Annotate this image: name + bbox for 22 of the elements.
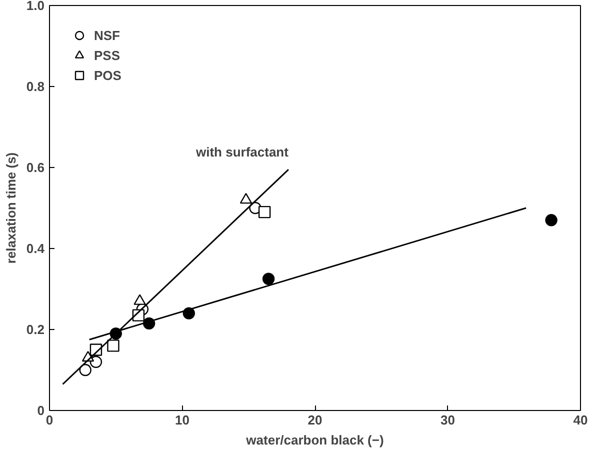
y-tick-label: 1.0: [26, 0, 45, 13]
legend-label: PSS: [94, 48, 120, 62]
annotation: with surfactant: [194, 144, 290, 160]
y-tick-label: 0.2: [26, 322, 45, 337]
y-tick-label: 0: [37, 403, 45, 418]
x-tick-label: 10: [175, 412, 190, 428]
x-tick-label: 30: [440, 412, 455, 428]
point: [545, 214, 558, 226]
point: [90, 356, 102, 368]
y-tick-label: 0.6: [26, 160, 45, 175]
legend-label: NSF: [94, 28, 120, 42]
point: [107, 340, 120, 352]
x-axis-title: water/carbon black (−): [245, 432, 384, 448]
y-tick-label: 0.8: [26, 79, 45, 94]
point: [262, 272, 275, 285]
legend-label: POS: [94, 68, 122, 82]
x-tick-label: 40: [573, 412, 588, 428]
x-tick-label: 20: [308, 412, 322, 428]
y-tick-label: 0.4: [26, 241, 46, 256]
point: [258, 206, 271, 218]
point: [79, 364, 92, 376]
y-axis-title: relaxation time (s): [3, 152, 18, 264]
